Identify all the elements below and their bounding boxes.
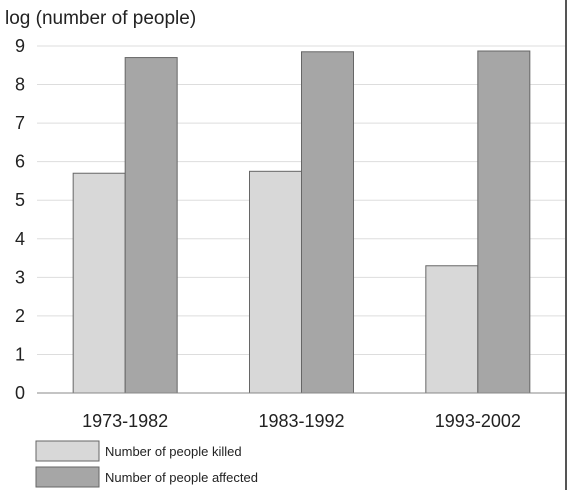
y-axis-label: log (number of people) — [5, 8, 196, 29]
legend: Number of people killed Number of people … — [35, 440, 258, 488]
legend-label: Number of people killed — [105, 444, 242, 459]
y-tick-label: 0 — [15, 383, 25, 403]
y-tick-label: 5 — [15, 190, 25, 210]
y-tick-label: 1 — [15, 344, 25, 364]
legend-swatch — [35, 466, 100, 488]
x-category-label: 1993-2002 — [435, 411, 521, 431]
y-tick-label: 8 — [15, 75, 25, 95]
y-tick-label: 6 — [15, 152, 25, 172]
bar — [301, 51, 354, 394]
bar — [425, 265, 479, 394]
bar — [124, 57, 178, 394]
x-category-label: 1973-1982 — [82, 411, 168, 431]
bar — [249, 170, 302, 394]
y-tick-label: 2 — [15, 306, 25, 326]
y-tick-label: 4 — [15, 229, 25, 249]
y-tick-label: 9 — [15, 36, 25, 56]
legend-label: Number of people affected — [105, 470, 258, 485]
legend-swatch — [35, 440, 100, 462]
bar — [72, 172, 126, 394]
bar-layer — [72, 50, 531, 394]
y-tick-label: 3 — [15, 267, 25, 287]
y-tick-label: 7 — [15, 113, 25, 133]
bar — [477, 50, 531, 394]
x-category-label: 1983-1992 — [258, 411, 344, 431]
axis-layer: 0 1 2 3 4 5 6 7 8 9 1973-1982 1983-1992 1993-2002 — [15, 0, 567, 490]
